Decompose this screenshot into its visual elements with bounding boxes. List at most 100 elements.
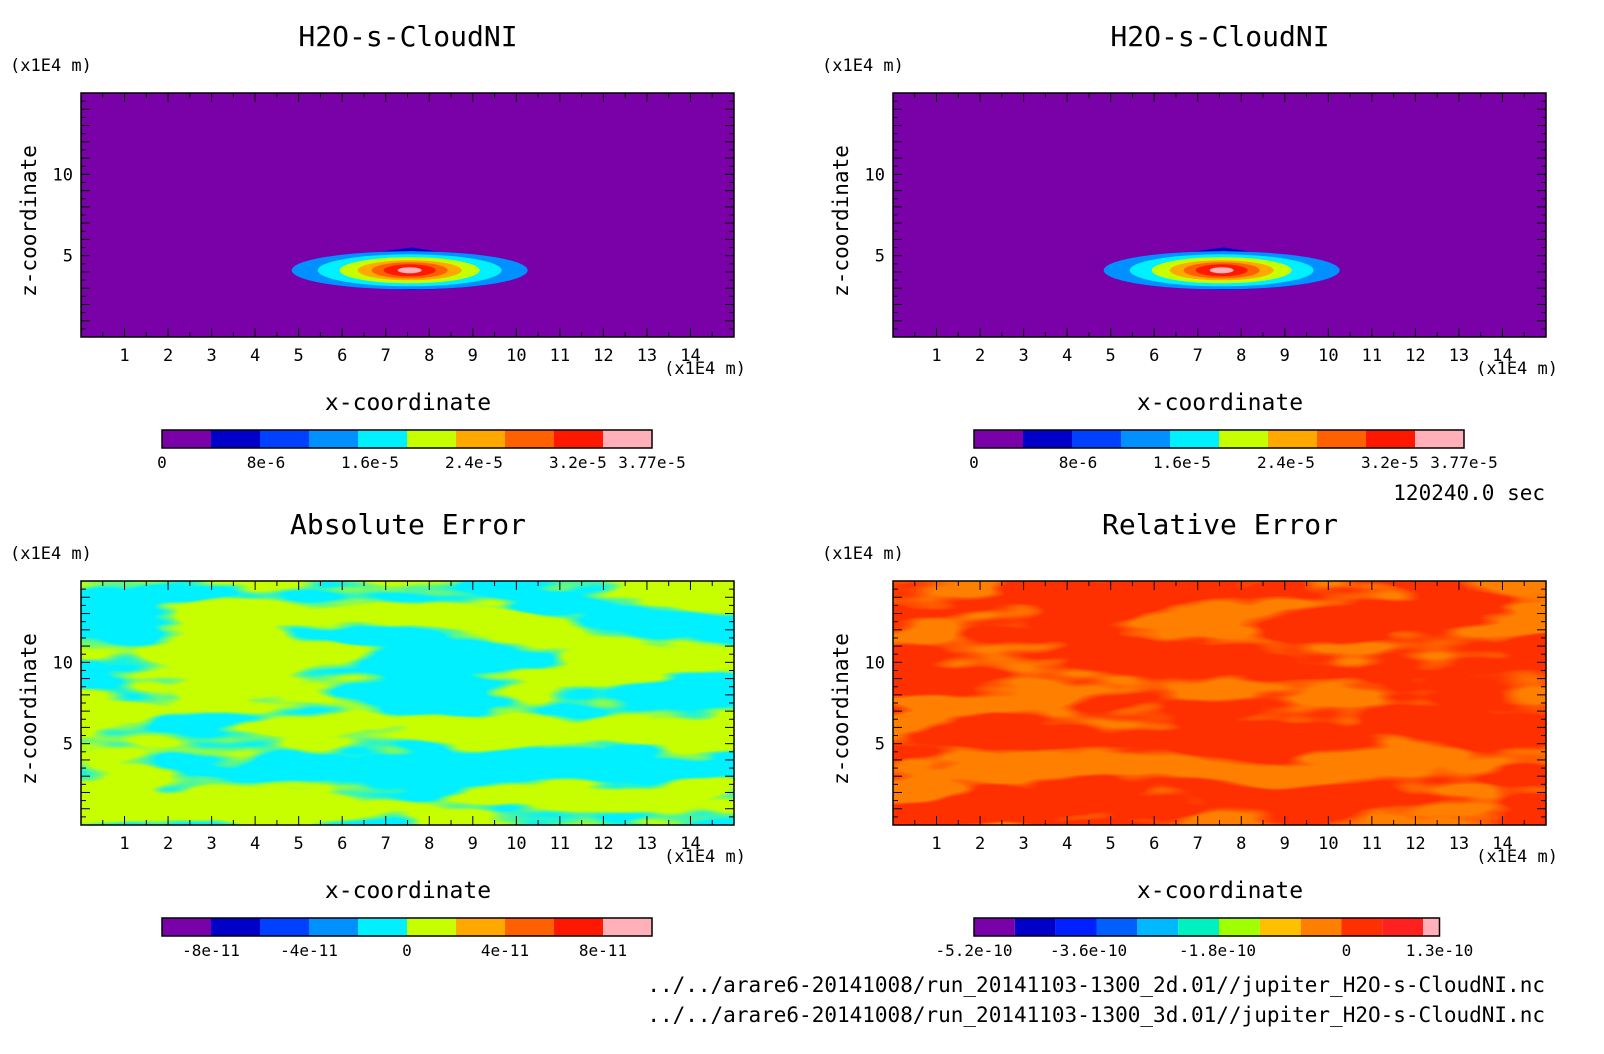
colorbar-tick-label: 0 — [402, 941, 412, 960]
y-axis-label: z-coordinate — [17, 633, 41, 785]
x-tick-label: 2 — [163, 834, 173, 854]
colorbar-swatch — [1317, 430, 1366, 448]
colorbar-tick-label: 1.3e-10 — [1406, 941, 1473, 960]
x-tick-label: 10 — [1318, 346, 1338, 366]
y-tick-label: 10 — [865, 165, 885, 185]
colorbar-frame — [161, 429, 653, 449]
x-tick-label: 2 — [163, 346, 173, 366]
colorbar-swatch — [1023, 430, 1072, 448]
x-tick-label: 4 — [1062, 346, 1072, 366]
x-tick-label: 5 — [1106, 834, 1116, 854]
x-tick-label: 14 — [680, 834, 700, 854]
colorbar-swatch — [407, 918, 456, 936]
colorbar-tick-label: 8e-6 — [1059, 453, 1098, 472]
x-tick-label: 6 — [1149, 834, 1159, 854]
colorbar-swatch — [1170, 430, 1219, 448]
x-tick-label: 5 — [294, 346, 304, 366]
x-tick-label: 12 — [593, 834, 613, 854]
x-unit-label: (x1E4 m) — [1476, 359, 1558, 379]
x-tick-label: 12 — [1405, 834, 1425, 854]
colorbar: -5.2e-10 -3.6e-10 -1.8e-10 0 1.3e-10 — [935, 917, 1473, 960]
colorbar-swatch — [603, 430, 652, 448]
colorbar-swatch — [1137, 918, 1179, 936]
x-tick-label: 3 — [206, 346, 216, 366]
y-tick-label: 5 — [875, 735, 885, 755]
x-tick-label: 11 — [550, 346, 570, 366]
x-tick-label: 13 — [1449, 346, 1469, 366]
y-tick-label: 10 — [865, 653, 885, 673]
colorbar-swatch — [260, 430, 309, 448]
colorbar: -8e-11 -4e-11 0 4e-11 8e-11 — [161, 917, 653, 960]
colorbar-tick-label: 0 — [969, 453, 979, 472]
colorbar-swatch — [1178, 918, 1219, 936]
x-tick-label: 3 — [1018, 346, 1028, 366]
x-tick-label: 3 — [206, 834, 216, 854]
colorbar-swatch — [456, 430, 505, 448]
x-axis-label: x-coordinate — [1137, 390, 1303, 416]
x-tick-label: 7 — [1193, 834, 1203, 854]
colorbar-swatch — [260, 918, 309, 936]
colorbar-swatch — [1341, 918, 1383, 936]
plot-area — [892, 580, 1547, 826]
x-tick-label: 1 — [119, 834, 129, 854]
y-tick-label: 5 — [63, 735, 73, 755]
chart-title: H2O-s-CloudNI — [1110, 20, 1329, 53]
y-tick-label: 5 — [875, 247, 885, 267]
colorbar-swatch — [554, 430, 603, 448]
x-axis-label: x-coordinate — [1137, 878, 1303, 904]
chart-title: H2O-s-CloudNI — [298, 20, 517, 53]
file-line-2: ../../arare6-20141008/run_20141103-1300_… — [647, 1003, 1545, 1027]
x-tick-label: 9 — [468, 346, 478, 366]
y-unit-label: (x1E4 m) — [10, 56, 92, 76]
colorbar-swatch — [162, 918, 211, 936]
colorbar-tick-label: -3.6e-10 — [1050, 941, 1127, 960]
y-axis-label: z-coordinate — [829, 633, 853, 785]
y-tick-label: 5 — [63, 247, 73, 267]
colorbar-swatch — [1219, 430, 1268, 448]
colorbar-tick-label: 3.2e-5 — [1361, 453, 1419, 472]
x-tick-label: 14 — [1492, 346, 1512, 366]
colorbar-swatch — [1268, 430, 1317, 448]
x-unit-label: (x1E4 m) — [664, 847, 746, 867]
colorbar-swatch — [456, 918, 505, 936]
colorbar-tick-label: 4e-11 — [481, 941, 529, 960]
colorbar: 0 8e-6 1.6e-5 2.4e-5 3.2e-5 3.77e-5 — [157, 429, 686, 472]
plot-area — [80, 92, 735, 338]
field-pattern — [81, 581, 734, 825]
y-axis-label: z-coordinate — [829, 145, 853, 297]
colorbar-swatch — [358, 430, 407, 448]
colorbar-swatch — [554, 918, 603, 936]
colorbar-tick-label: 8e-6 — [247, 453, 286, 472]
y-axis-label: z-coordinate — [17, 145, 41, 297]
colorbar-swatch — [211, 430, 260, 448]
x-tick-label: 8 — [424, 834, 434, 854]
colorbar-swatch — [211, 918, 260, 936]
plot-area — [892, 92, 1547, 338]
colorbar-swatch — [1219, 918, 1260, 936]
colorbar-swatch — [358, 918, 407, 936]
x-tick-label: 6 — [1149, 346, 1159, 366]
x-tick-label: 1 — [931, 346, 941, 366]
x-tick-label: 10 — [1318, 834, 1338, 854]
colorbar-tick-label: 3.2e-5 — [549, 453, 607, 472]
colorbar-tick-label: 0 — [1342, 941, 1352, 960]
colorbar-tick-label: 0 — [157, 453, 167, 472]
colorbar-swatch — [1259, 918, 1301, 936]
colorbar-swatch — [505, 918, 554, 936]
x-tick-label: 1 — [931, 834, 941, 854]
x-tick-label: 4 — [250, 834, 260, 854]
chart-title: Absolute Error — [290, 508, 526, 541]
x-axis-label: x-coordinate — [325, 390, 491, 416]
colorbar-swatch — [1423, 918, 1440, 936]
y-unit-label: (x1E4 m) — [822, 56, 904, 76]
x-axis-label: x-coordinate — [325, 878, 491, 904]
x-tick-label: 14 — [680, 346, 700, 366]
colorbar-swatch — [162, 430, 211, 448]
colorbar-tick-label: 1.6e-5 — [341, 453, 399, 472]
x-tick-label: 4 — [250, 346, 260, 366]
colorbar-swatch — [1072, 430, 1121, 448]
field-pattern — [893, 581, 1546, 825]
x-tick-label: 8 — [424, 346, 434, 366]
colorbar-swatch — [974, 918, 1015, 936]
x-tick-label: 11 — [1362, 834, 1382, 854]
